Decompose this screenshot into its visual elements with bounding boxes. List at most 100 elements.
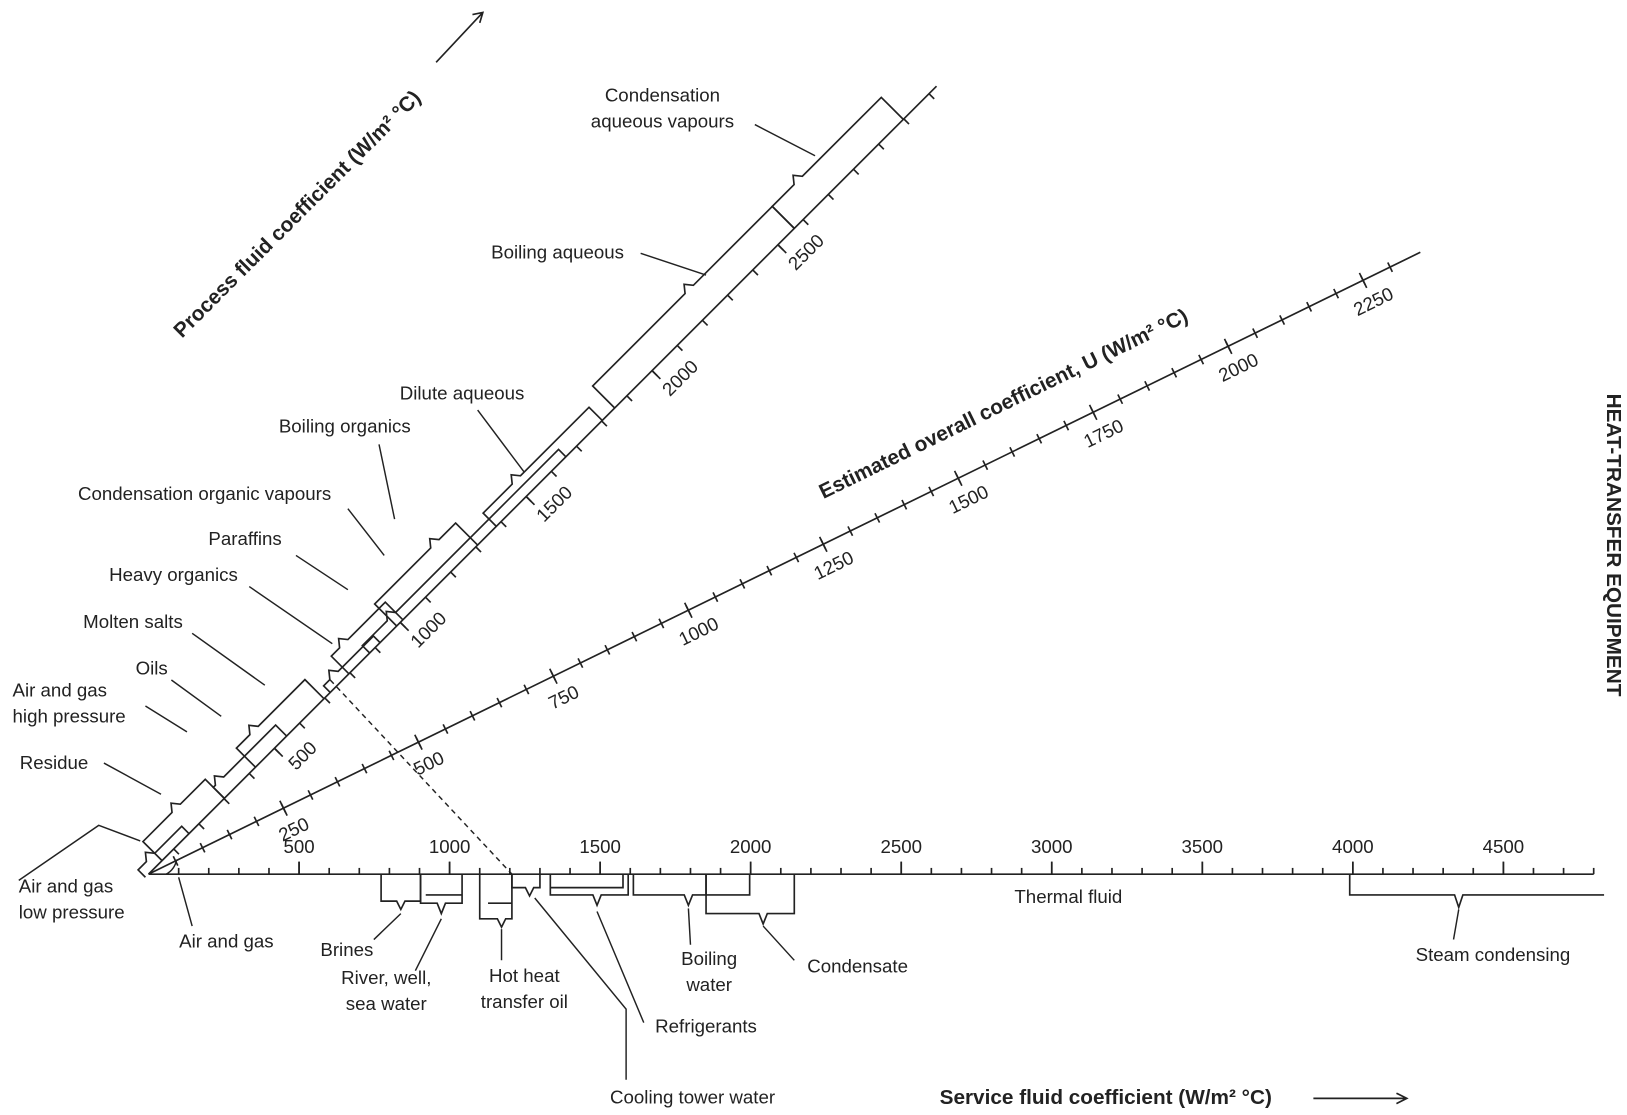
fluid-label: River, well,: [341, 967, 431, 988]
fluid-label: Cooling tower water: [610, 1086, 775, 1107]
tick-label: 1000: [429, 836, 471, 857]
tick: [739, 578, 746, 589]
fluid-label: Dilute aqueous: [400, 382, 525, 403]
tick-mark: [777, 244, 787, 254]
tick-mark: [683, 602, 693, 619]
bracket: [136, 825, 190, 878]
bracket: [511, 874, 541, 898]
arrow: [1313, 1092, 1409, 1105]
bracket: [419, 874, 463, 916]
bracket: [380, 874, 422, 912]
tick-label: 1000: [675, 613, 722, 650]
tick-mark: [273, 747, 284, 758]
tick-label: 500: [410, 747, 447, 780]
tick: [226, 829, 233, 840]
bracket: [591, 205, 795, 409]
fluid-label: Air and gas: [19, 876, 113, 897]
tick-mark: [651, 370, 661, 380]
tick-mark: [1358, 272, 1368, 289]
fluid-label: Hot heat: [489, 965, 560, 986]
tick: [199, 842, 206, 853]
tick: [604, 644, 611, 655]
tick-label: 2500: [784, 230, 828, 274]
tick-mark: [1088, 404, 1098, 421]
layout: [18, 11, 1605, 1105]
fluid-label: Condensation: [605, 84, 720, 105]
tick: [1009, 446, 1016, 457]
tick: [878, 143, 885, 150]
tick: [450, 571, 457, 578]
tick: [1171, 367, 1178, 378]
bracket: [141, 778, 225, 862]
tick: [766, 565, 773, 576]
tick-label: 1500: [532, 482, 576, 526]
tick: [982, 460, 989, 471]
tick-mark: [279, 800, 288, 816]
tick: [500, 521, 507, 528]
tick: [361, 763, 368, 774]
tick-mark: [414, 734, 423, 751]
fluid-label: Boiling aqueous: [491, 241, 624, 262]
tick: [1117, 394, 1124, 405]
fluid-label: Thermal fluid: [1014, 886, 1122, 907]
tick: [712, 592, 719, 603]
tick: [701, 319, 709, 327]
tick-label: 500: [284, 836, 315, 857]
tick: [550, 470, 558, 478]
tick: [475, 546, 482, 553]
tick-label: 2000: [730, 836, 772, 857]
tick: [626, 395, 633, 402]
tick: [577, 658, 584, 669]
tick-label: 1750: [1080, 415, 1127, 452]
tick-label: 2500: [880, 836, 922, 857]
tick: [253, 816, 260, 827]
tick: [658, 618, 665, 629]
tick: [631, 631, 638, 642]
tick: [601, 420, 608, 427]
fluid-label: high pressure: [13, 705, 126, 726]
tick-mark: [1223, 338, 1233, 355]
tick: [324, 697, 331, 704]
bracket: [330, 601, 404, 675]
tick: [852, 168, 860, 176]
fluid-label: Steam condensing: [1416, 944, 1571, 965]
tick: [1036, 433, 1043, 444]
process-axis-line: [147, 85, 938, 875]
tick: [1198, 354, 1205, 365]
tick-label: 1000: [406, 607, 450, 651]
tick-mark: [525, 495, 536, 506]
fluid-label: Condensate: [807, 956, 908, 977]
side-title: HEAT-TRANSFER EQUIPMENT: [1602, 394, 1625, 697]
bracket: [165, 859, 178, 875]
tick: [198, 823, 205, 830]
fluid-label: Paraffins: [208, 528, 281, 549]
fluid-label: transfer oil: [481, 991, 568, 1012]
tick-label: 4500: [1483, 836, 1525, 857]
tick: [928, 486, 935, 497]
tick-label: 500: [284, 737, 321, 774]
tick: [334, 776, 341, 787]
fluid-label: Condensation organic vapours: [78, 483, 331, 504]
fluid-label: Molten salts: [83, 611, 183, 632]
fluid-label: Refrigerants: [655, 1016, 757, 1037]
bracket: [322, 634, 381, 694]
tick: [1387, 262, 1394, 273]
fluid-label: Boiling organics: [279, 416, 411, 437]
tick-label: 750: [545, 681, 582, 714]
tick: [874, 512, 881, 523]
tick-label: 4000: [1332, 836, 1374, 857]
overall-axis-title: Estimated overall coefficient, U (W/m² °…: [816, 304, 1192, 503]
tick: [928, 93, 935, 100]
tick-label: 2000: [1215, 349, 1262, 386]
bracket: [1348, 874, 1605, 910]
tick: [374, 646, 381, 654]
example-line: [329, 679, 513, 875]
bracket: [771, 96, 904, 229]
bracket: [478, 874, 513, 929]
tick: [349, 672, 356, 679]
bracket: [235, 678, 325, 768]
service-axis-title: Service fluid coefficient (W/m² °C): [940, 1086, 1272, 1109]
tick: [1063, 420, 1070, 431]
tick: [442, 723, 449, 735]
fluid-label: low pressure: [19, 902, 125, 923]
